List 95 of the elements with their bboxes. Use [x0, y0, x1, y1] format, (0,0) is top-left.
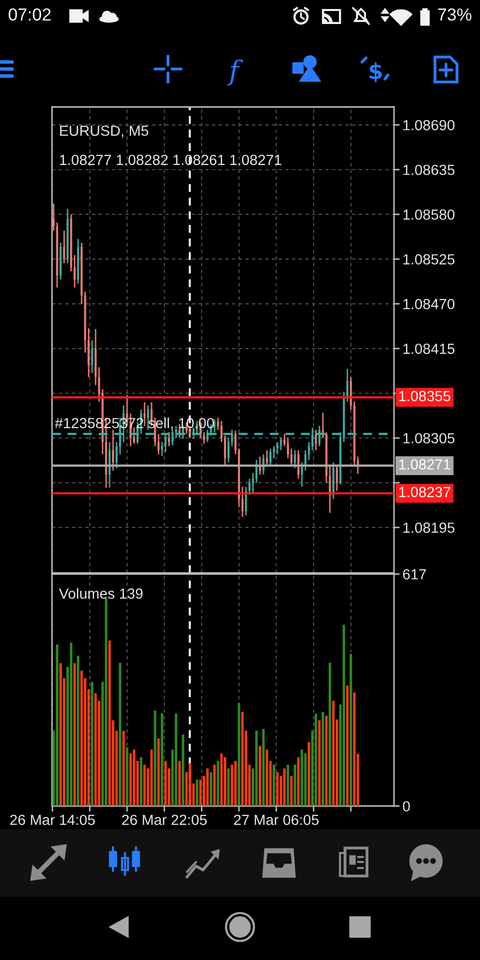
- candlestick: [290, 448, 292, 468]
- candlestick: [269, 448, 272, 466]
- bar: [342, 624, 346, 806]
- bar: [59, 663, 62, 806]
- bar: [90, 682, 94, 806]
- bar: [318, 720, 321, 806]
- ref-line-label: 1.08237: [399, 486, 450, 498]
- candlestick: [234, 430, 237, 455]
- bar: [283, 768, 286, 806]
- candlestick: [157, 433, 160, 455]
- candlestick: [266, 450, 268, 468]
- bar: [325, 716, 328, 806]
- y-tick-label: 1.08635: [403, 164, 454, 176]
- x-tick-label: 26 Mar 14:05: [10, 814, 95, 826]
- candlestick: [91, 340, 94, 374]
- bar: [108, 640, 111, 806]
- bar: [266, 750, 268, 806]
- text: EURUSD, M5: [60, 126, 148, 138]
- bar: [353, 692, 356, 806]
- bar: [314, 714, 318, 806]
- candlestick: [112, 429, 114, 472]
- bar: [132, 750, 136, 806]
- bar: [328, 662, 332, 806]
- text: 73%: [438, 8, 472, 21]
- bar: [143, 764, 146, 806]
- y-tick-label: 1.08525: [403, 254, 454, 265]
- candlestick: [160, 441, 164, 457]
- bar: [157, 738, 160, 806]
- bar: [258, 746, 262, 806]
- bar: [238, 702, 240, 806]
- candlestick: [252, 472, 254, 494]
- candlestick: [311, 426, 314, 451]
- bar: [234, 760, 237, 806]
- candlestick: [164, 433, 167, 453]
- bar: [255, 730, 258, 806]
- y-tick-label: 617: [403, 569, 426, 580]
- candlestick: [248, 478, 251, 496]
- y-tick-label: 1.08415: [403, 344, 454, 354]
- candlestick: [227, 437, 230, 464]
- bar: [286, 764, 290, 806]
- bar: [164, 760, 167, 806]
- bar: [160, 713, 164, 806]
- bar: [262, 728, 265, 806]
- bar: [272, 764, 276, 806]
- bar: [300, 750, 304, 806]
- bar: [308, 742, 310, 806]
- bar: [126, 747, 128, 806]
- x-tick-label: 26 Mar 22:05: [122, 814, 207, 826]
- text: Volumes 139: [59, 588, 143, 599]
- bar: [129, 753, 132, 806]
- candlestick: [314, 429, 317, 451]
- bar: [122, 730, 125, 806]
- bar: [304, 753, 307, 806]
- bar: [350, 654, 352, 806]
- candlestick: [202, 432, 206, 444]
- bar: [241, 712, 244, 806]
- bar: [150, 750, 153, 806]
- candlestick: [220, 420, 223, 443]
- candlestick: [336, 464, 338, 492]
- y-tick-label: 1.08470: [403, 298, 454, 310]
- y-tick-label: 1.08690: [403, 120, 454, 130]
- bar: [294, 764, 296, 806]
- ref-line-label: 1.08355: [399, 390, 450, 402]
- ref-line-label: 1.08271: [399, 459, 450, 470]
- bar: [290, 776, 293, 806]
- bar: [73, 663, 76, 806]
- candlestick: [171, 429, 174, 446]
- y-tick-label: 1.08195: [403, 522, 454, 533]
- text: 07:02: [8, 8, 51, 21]
- candlestick: [280, 436, 282, 451]
- candlestick: [216, 416, 220, 431]
- y-tick-label: 0: [402, 801, 410, 812]
- bar: [76, 656, 80, 806]
- bar: [70, 642, 72, 806]
- bar: [322, 712, 324, 806]
- candlestick: [168, 432, 170, 447]
- candlestick: [63, 230, 66, 264]
- bar: [104, 598, 108, 806]
- bar: [140, 757, 142, 806]
- y-tick-label: 1.08580: [403, 209, 454, 220]
- bar: [94, 693, 97, 806]
- bar: [297, 757, 300, 806]
- bar: [80, 670, 83, 806]
- candlestick: [224, 434, 226, 466]
- bar: [56, 644, 58, 806]
- bar: [346, 686, 349, 806]
- bar: [332, 700, 335, 806]
- candlestick: [272, 445, 275, 460]
- y-tick-label: 1.08305: [403, 433, 454, 444]
- bar: [154, 710, 156, 806]
- candlestick: [294, 450, 296, 469]
- bar: [276, 772, 279, 806]
- candlestick: [241, 486, 244, 518]
- x-tick-label: 27 Mar 06:05: [234, 814, 319, 826]
- bar: [118, 662, 122, 806]
